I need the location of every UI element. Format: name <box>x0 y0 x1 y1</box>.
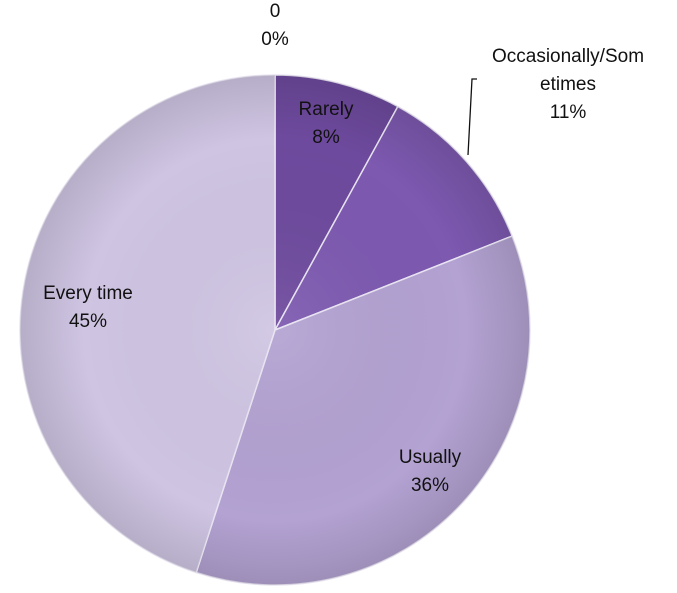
label-leader-line <box>467 78 477 156</box>
slice-label-occasionally-sometimes: Occasionally/Som etimes 11% <box>492 46 644 123</box>
slice-label-line: 0 <box>270 1 281 22</box>
slice-labels: 0 0%Rarely 8%Occasionally/Som etimes 11%Usua… <box>43 1 644 496</box>
slice-label-line: etimes <box>540 74 596 95</box>
slice-label-line: 11% <box>550 102 587 123</box>
slice-label-rarely: Rarely 8% <box>299 99 354 148</box>
slice-label-line: Usually <box>399 447 462 468</box>
pie-slice-shading-usually <box>196 236 530 585</box>
slice-label-line: Rarely <box>299 99 354 120</box>
slice-label-usually: Usually 36% <box>399 447 462 496</box>
pie-slice-shading-rarely <box>275 75 398 330</box>
slice-label-line: 45% <box>69 311 107 332</box>
slice-label-0: 0 0% <box>261 1 289 50</box>
slice-label-line: Every time <box>43 283 133 304</box>
slice-label-every-time: Every time 45% <box>43 283 133 332</box>
pie-slice-shading-occasionally-sometimes <box>275 106 513 330</box>
slice-label-line: Occasionally/Som <box>492 46 644 67</box>
slice-label-line: 8% <box>312 127 340 148</box>
pie-slices <box>19 74 531 586</box>
slice-label-line: 36% <box>411 475 449 496</box>
pie-slice-shading-every-time <box>19 75 275 573</box>
slice-label-line: 0% <box>261 29 289 50</box>
